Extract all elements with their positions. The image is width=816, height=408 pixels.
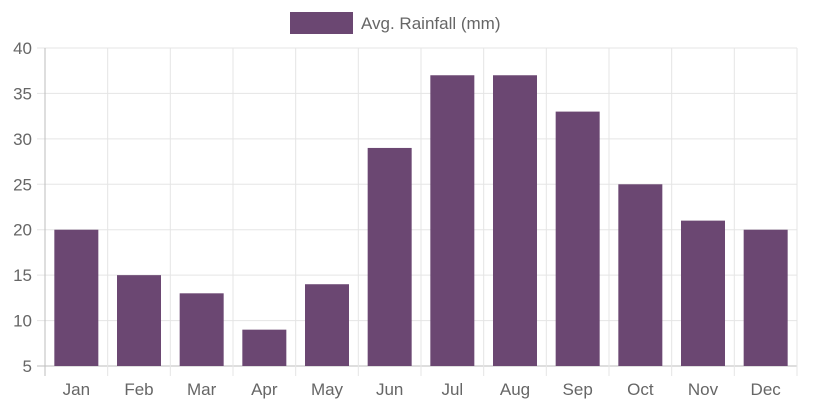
y-tick-label: 5 [23, 357, 32, 376]
y-tick-label: 25 [13, 175, 32, 194]
x-tick-label: Apr [251, 380, 278, 399]
x-tick-label: Sep [563, 380, 593, 399]
y-tick-label: 40 [13, 39, 32, 58]
bar-mar[interactable] [179, 293, 224, 366]
chart-legend[interactable]: Avg. Rainfall (mm) [290, 12, 501, 34]
x-tick-label: Jun [376, 380, 403, 399]
bar-jul[interactable] [430, 75, 475, 366]
x-tick-label: Feb [124, 380, 153, 399]
bar-feb[interactable] [117, 275, 161, 366]
y-tick-label: 35 [13, 84, 32, 103]
y-tick-label: 30 [13, 130, 32, 149]
x-tick-label: Oct [627, 380, 654, 399]
bar-nov[interactable] [681, 220, 725, 366]
bar-jan[interactable] [54, 229, 99, 366]
x-tick-label: May [311, 380, 344, 399]
bar-dec[interactable] [743, 229, 788, 366]
bar-oct[interactable] [618, 184, 663, 366]
x-tick-label: Mar [187, 380, 217, 399]
bar-aug[interactable] [493, 75, 537, 366]
bar-jun[interactable] [367, 147, 412, 366]
x-tick-label: Dec [751, 380, 782, 399]
y-axis-tick-labels: 5 10 15 20 25 30 35 40 [13, 39, 32, 376]
x-tick-label: Aug [500, 380, 530, 399]
legend-swatch [290, 12, 353, 34]
y-tick-label: 15 [13, 266, 32, 285]
x-axis-tick-labels: Jan Feb Mar Apr May Jun Jul Aug Sep Oct Nov Dec [63, 380, 782, 399]
x-tick-label: Jul [441, 380, 463, 399]
y-tick-label: 10 [13, 312, 32, 331]
bar-apr[interactable] [242, 329, 287, 366]
bar-sep[interactable] [555, 111, 600, 366]
bar-may[interactable] [305, 284, 349, 366]
grid-lines [37, 47, 798, 376]
y-tick-label: 20 [13, 221, 32, 240]
x-tick-label: Jan [63, 380, 90, 399]
x-tick-label: Nov [688, 380, 719, 399]
bars [54, 75, 788, 366]
legend-label: Avg. Rainfall (mm) [361, 14, 501, 33]
